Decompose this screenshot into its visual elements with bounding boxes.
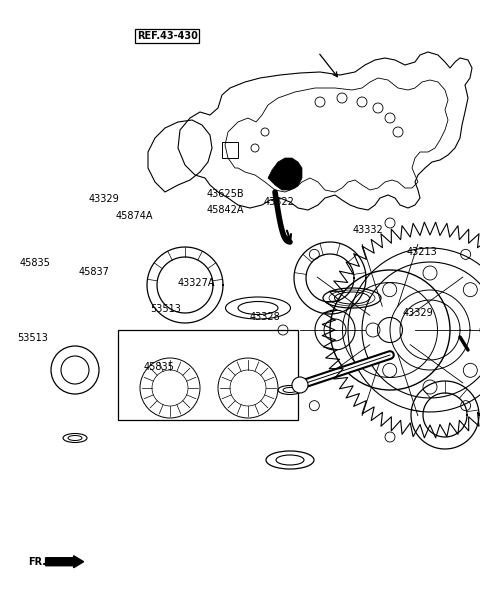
Text: 45842A: 45842A [206,205,244,215]
Text: 45837: 45837 [78,267,109,277]
FancyArrow shape [46,556,84,568]
Text: 43322: 43322 [264,198,295,207]
Text: 45835: 45835 [144,362,175,372]
Text: REF.43-430: REF.43-430 [137,31,198,41]
Text: 43327A: 43327A [178,278,215,288]
Bar [118,330,298,420]
Text: 53513: 53513 [150,304,181,314]
Text: 45835: 45835 [19,258,50,268]
Text: 45874A: 45874A [115,211,153,221]
Text: 43625B: 43625B [206,190,244,199]
Text: 43329: 43329 [402,308,433,318]
Circle shape [292,377,308,393]
Text: 43213: 43213 [407,248,438,257]
Text: 43329: 43329 [89,194,120,204]
Text: 43328: 43328 [250,312,280,322]
Text: FR.: FR. [28,557,46,567]
Text: 43332: 43332 [353,225,384,234]
Text: 53513: 53513 [17,333,48,343]
Polygon shape [268,158,302,190]
